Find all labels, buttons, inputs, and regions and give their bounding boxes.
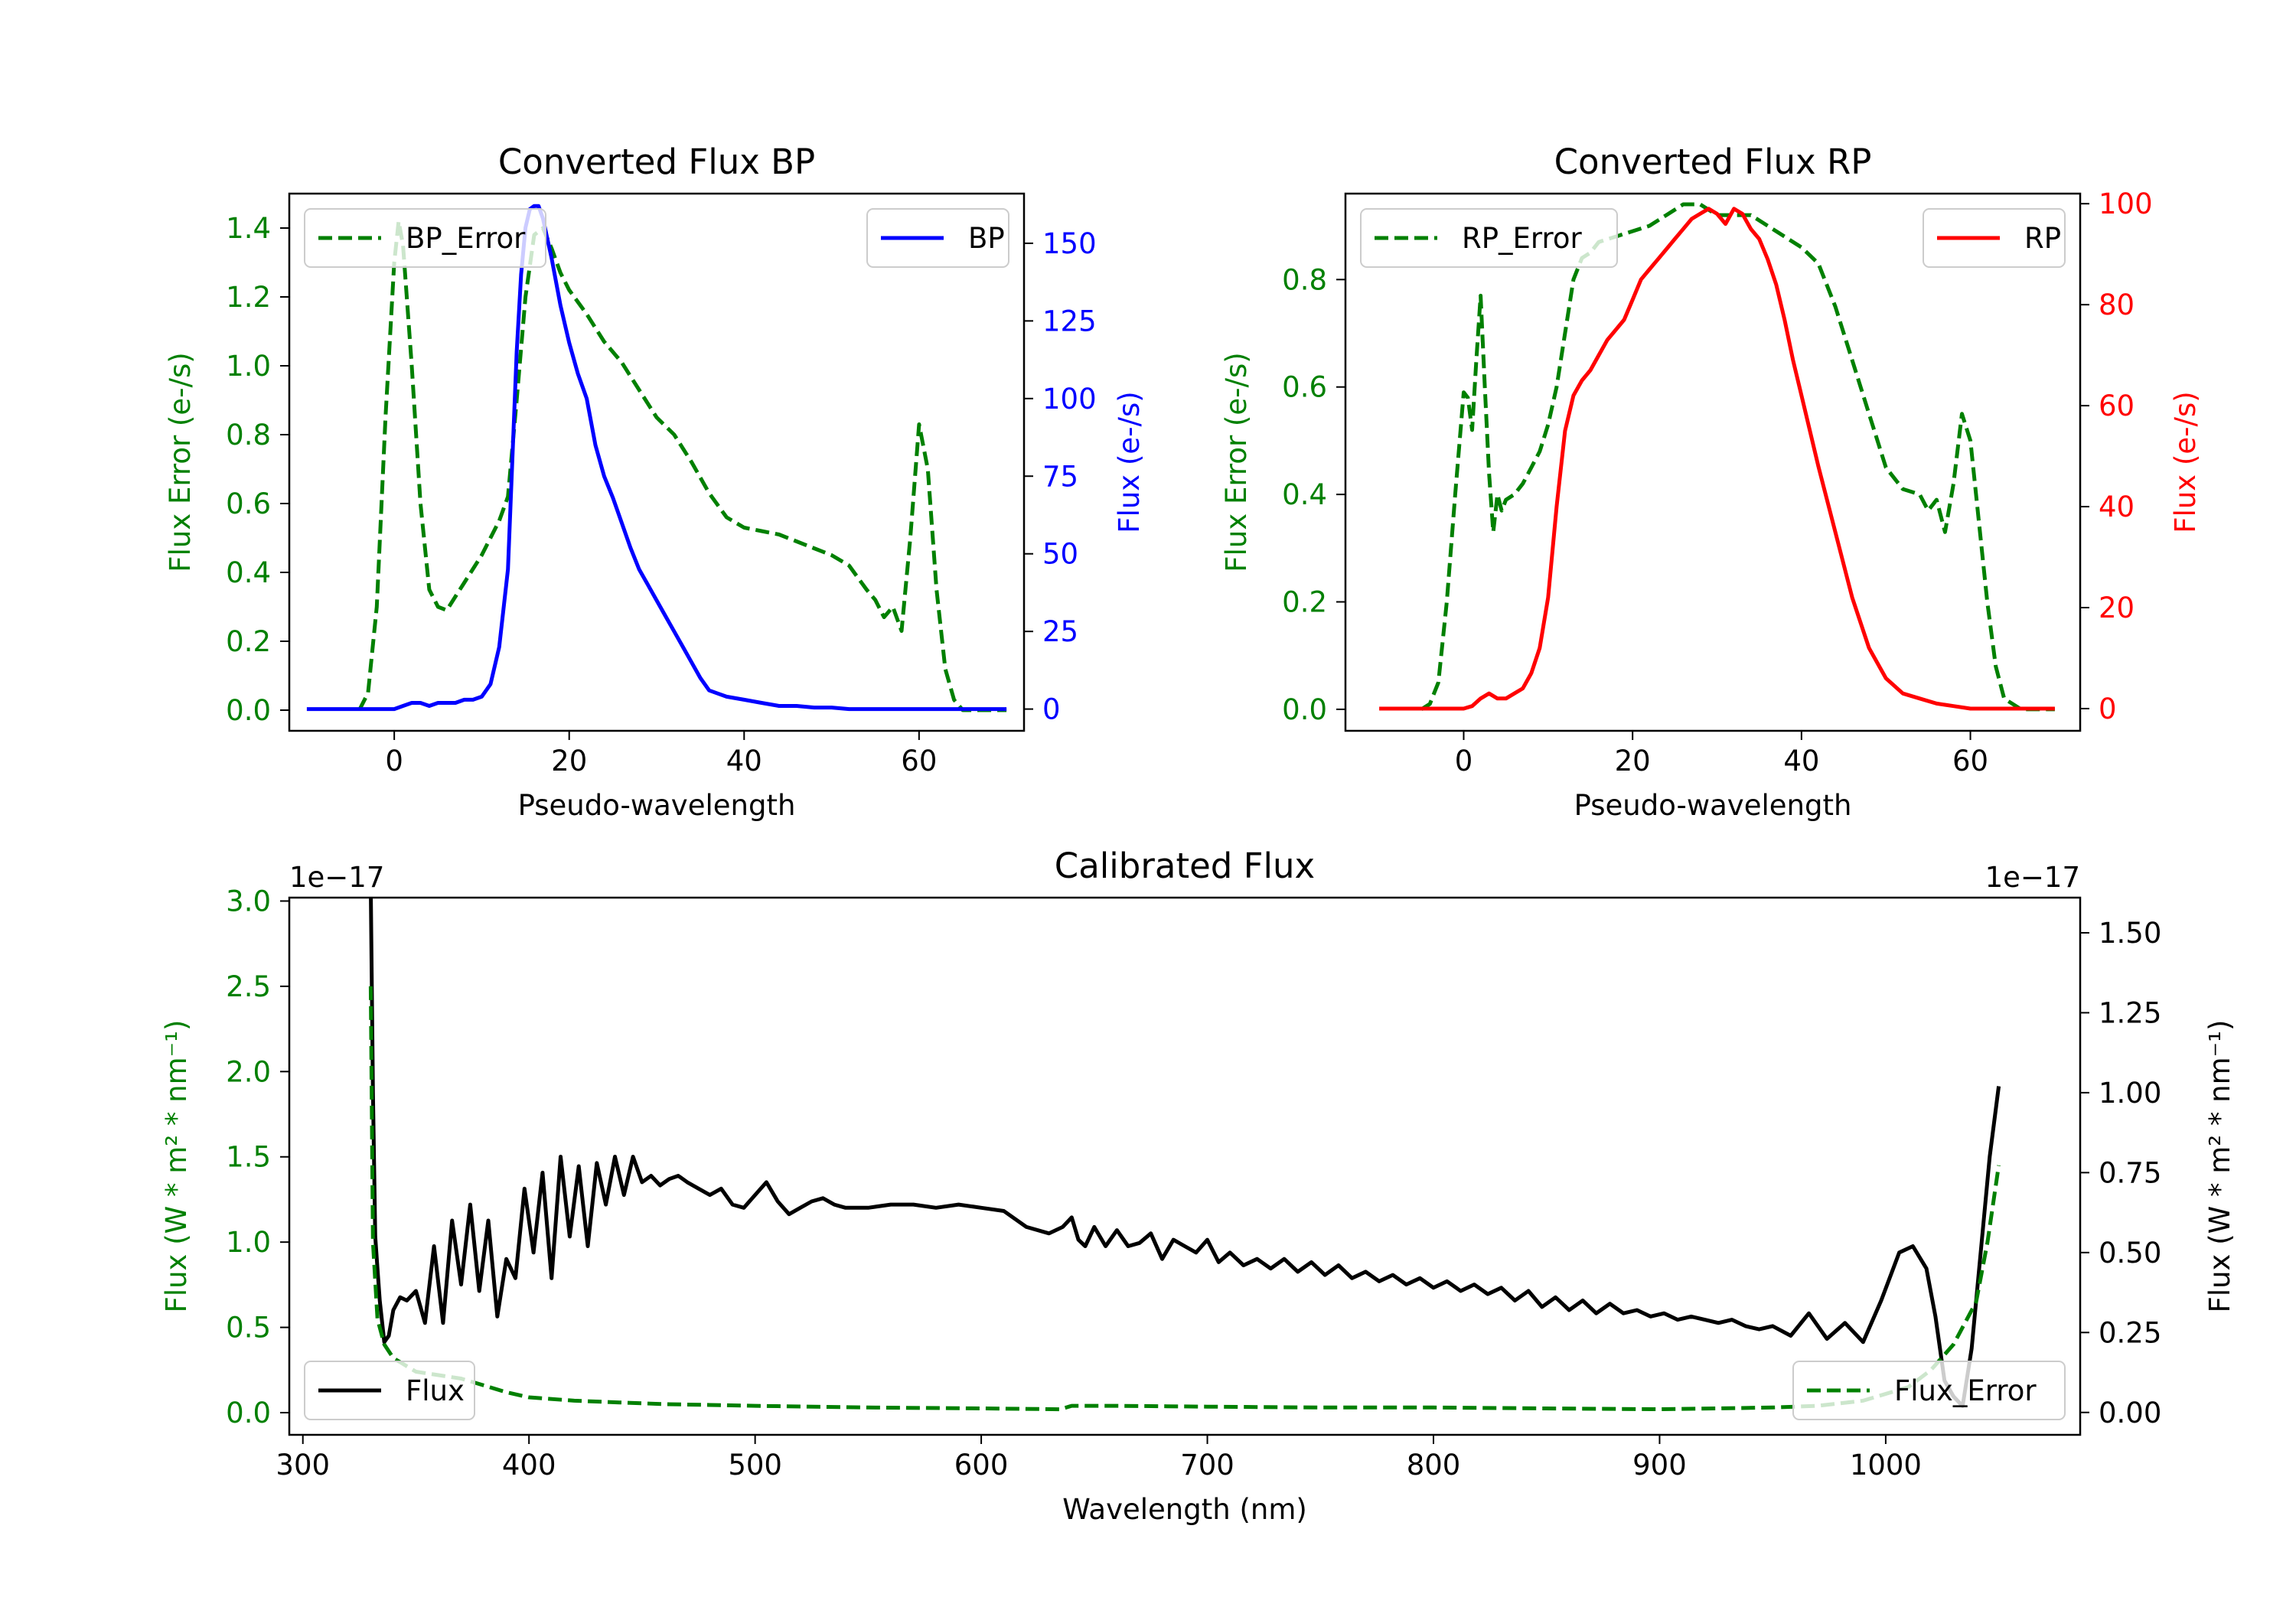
calibrated-ytick-left-label: 1.5 — [226, 1141, 271, 1174]
bp-ytick-left-label: 1.2 — [226, 281, 271, 314]
calibrated-ylabel-left: Flux (W * m² * nm⁻¹) — [160, 1020, 193, 1313]
calibrated-legend-flux: Flux — [304, 1361, 475, 1420]
calibrated-xtick-label: 500 — [728, 1449, 782, 1482]
calibrated-ytick-right-label: 1.25 — [2099, 996, 2161, 1029]
calibrated-legend-error-label: Flux_Error — [1894, 1374, 2037, 1407]
calibrated-ytick-right-label: 0.50 — [2099, 1237, 2161, 1270]
bp-ylabel-right: Flux (e-/s) — [1113, 391, 1146, 533]
calibrated-ytick-left-label: 2.0 — [226, 1055, 271, 1088]
calibrated-panel: 300 400 500 600 700 800 900 1000 0.0 0.5 1.0 1.5 2.0… — [160, 846, 2236, 1526]
calibrated-scale-right: 1e−17 — [1985, 861, 2080, 894]
calibrated-xtick-label: 900 — [1632, 1449, 1687, 1482]
rp-ytick-right-label: 80 — [2099, 288, 2135, 321]
rp-ytick-right-label: 100 — [2099, 187, 2153, 220]
bp-ytick-left-label: 0.6 — [226, 487, 271, 520]
rp-legend-flux-label: RP — [2024, 222, 2061, 255]
rp-legend-flux: RP — [1923, 208, 2066, 268]
bp-title: Converted Flux BP — [498, 142, 815, 182]
calibrated-axes-frame — [288, 896, 2082, 1436]
bp-xtick-label: 40 — [726, 745, 762, 777]
bp-ytick-left-label: 0.8 — [226, 419, 271, 451]
bp-xlabel: Pseudo-wavelength — [518, 789, 796, 822]
bp-legend-flux-label: BP — [968, 222, 1005, 255]
rp-ytick-right-label: 40 — [2099, 491, 2135, 523]
rp-title: Converted Flux RP — [1554, 142, 1872, 182]
bp-legend-error: BP_Error — [304, 208, 546, 268]
bp-ylabel-left: Flux Error (e-/s) — [164, 352, 197, 572]
calibrated-legend-error: Flux_Error — [1792, 1361, 2066, 1420]
bp-ytick-right-label: 25 — [1042, 615, 1078, 648]
calibrated-ytick-right-label: 0.75 — [2099, 1156, 2161, 1189]
bp-ytick-right-label: 50 — [1042, 538, 1078, 571]
rp-xtick-label: 0 — [1455, 745, 1473, 777]
bp-ytick-right-label: 75 — [1042, 460, 1078, 493]
rp-legend-error: RP_Error — [1360, 208, 1618, 268]
rp-panel: 0 20 40 60 0.0 0.2 0.4 0.6 0.8 0 20 40 60 80 100 Conver… — [1220, 142, 2202, 822]
rp-ytick-left-label: 0.2 — [1282, 586, 1327, 619]
calibrated-scale-left: 1e−17 — [289, 861, 384, 894]
calibrated-legend-flux-label: Flux — [406, 1374, 465, 1407]
rp-ytick-left-label: 0.8 — [1282, 263, 1327, 296]
bp-ytick-left-label: 0.4 — [226, 556, 271, 589]
rp-ytick-right-label: 20 — [2099, 592, 2135, 624]
calibrated-ytick-left-label: 0.5 — [226, 1312, 271, 1345]
calibrated-xtick-label: 400 — [502, 1449, 556, 1482]
rp-axes-frame — [1344, 192, 2082, 732]
rp-ytick-left-label: 0.4 — [1282, 478, 1327, 511]
calibrated-ytick-left-label: 1.0 — [226, 1226, 271, 1259]
rp-xtick-label: 40 — [1783, 745, 1819, 777]
calibrated-xtick-label: 700 — [1180, 1449, 1234, 1482]
calibrated-ytick-left-label: 2.5 — [226, 970, 271, 1003]
rp-xlabel: Pseudo-wavelength — [1574, 789, 1852, 822]
rp-ylabel-right: Flux (e-/s) — [2169, 391, 2202, 533]
bp-ytick-left-label: 1.0 — [226, 350, 271, 383]
rp-ytick-left-label: 0.0 — [1282, 693, 1327, 726]
bp-ytick-right-label: 125 — [1042, 305, 1097, 337]
bp-legend-flux: BP — [866, 208, 1009, 268]
bp-ytick-left-label: 1.4 — [226, 212, 271, 245]
calibrated-series-flux — [369, 898, 2001, 1408]
bp-xtick-label: 0 — [385, 745, 403, 777]
bp-xtick-label: 60 — [901, 745, 937, 777]
bp-ytick-left-label: 0.2 — [226, 625, 271, 658]
rp-series-rp-error — [1420, 202, 2055, 712]
rp-series-rp — [1379, 207, 2055, 711]
calibrated-title: Calibrated Flux — [1055, 846, 1315, 886]
calibrated-ytick-left-label: 3.0 — [226, 885, 271, 918]
calibrated-ytick-right-label: 0.00 — [2099, 1397, 2161, 1429]
rp-ytick-right-label: 0 — [2099, 693, 2117, 725]
rp-ytick-right-label: 60 — [2099, 390, 2135, 422]
rp-ylabel-left: Flux Error (e-/s) — [1220, 352, 1253, 572]
rp-xtick-label: 20 — [1615, 745, 1651, 777]
bp-ytick-right-label: 100 — [1042, 383, 1097, 416]
bp-ytick-right-label: 150 — [1042, 227, 1097, 260]
bp-series-bp — [306, 204, 1007, 712]
rp-ytick-left-label: 0.6 — [1282, 371, 1327, 404]
bp-axes-frame — [288, 192, 1026, 732]
rp-legend-error-label: RP_Error — [1462, 222, 1582, 255]
calibrated-ytick-right-label: 1.50 — [2099, 917, 2161, 950]
bp-legend-error-label: BP_Error — [406, 222, 526, 255]
calibrated-ylabel-right: Flux (W * m² * nm⁻¹) — [2203, 1020, 2236, 1313]
bp-panel: 0 20 40 60 0.0 0.2 0.4 0.6 0.8 1.0 1.2 1.4 0 25 50 75 10… — [164, 142, 1146, 822]
bp-xtick-label: 20 — [551, 745, 587, 777]
calibrated-xtick-label: 300 — [276, 1449, 330, 1482]
calibrated-xtick-label: 600 — [954, 1449, 1009, 1482]
calibrated-xtick-label: 1000 — [1850, 1449, 1922, 1482]
calibrated-xtick-label: 800 — [1407, 1449, 1461, 1482]
rp-xtick-label: 60 — [1952, 745, 1988, 777]
calibrated-ytick-right-label: 1.00 — [2099, 1077, 2161, 1110]
calibrated-ytick-right-label: 0.25 — [2099, 1316, 2161, 1349]
bp-series-bp-error — [357, 219, 1007, 712]
calibrated-xlabel: Wavelength (nm) — [1062, 1493, 1307, 1526]
calibrated-ytick-left-label: 0.0 — [226, 1397, 271, 1429]
bp-ytick-left-label: 0.0 — [226, 694, 271, 727]
bp-ytick-right-label: 0 — [1042, 693, 1061, 726]
